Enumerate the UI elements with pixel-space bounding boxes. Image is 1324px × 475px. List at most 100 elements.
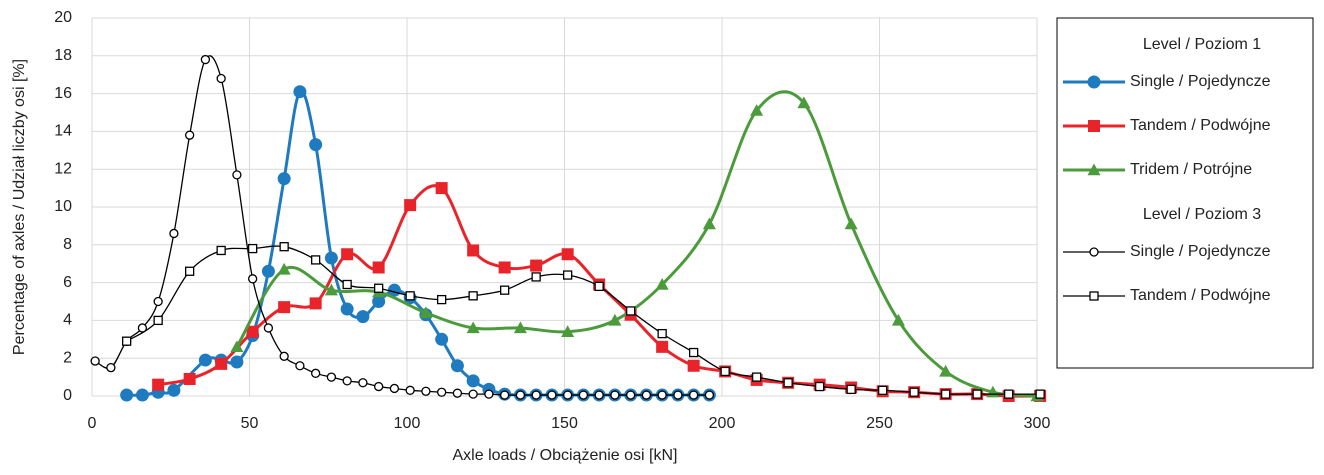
marker [152,378,165,391]
marker [279,351,289,361]
marker [657,328,667,339]
marker [135,388,149,402]
marker [230,355,244,369]
marker [641,390,652,400]
y-tick-label: 10 [54,198,72,215]
x-tick-label: 250 [866,415,893,432]
marker [909,387,919,397]
marker [498,261,511,274]
marker [230,340,244,353]
marker [941,389,951,399]
marker [263,323,274,333]
y-tick-label: 18 [54,47,72,64]
marker [421,386,431,396]
legend-marker [1087,75,1101,89]
marker [435,182,448,195]
marker [373,283,384,293]
legend-marker [1089,247,1099,257]
legend-label: Single / Pojedyncze [1130,243,1271,260]
marker [200,54,211,65]
marker [184,266,195,276]
legend-marker [1089,291,1099,301]
marker [373,381,384,392]
marker [153,296,163,307]
y-tick-label: 20 [54,9,72,26]
marker [309,297,322,310]
marker [563,270,573,280]
x-tick-label: 200 [709,415,736,432]
marker [656,340,669,353]
marker [563,390,573,400]
marker [891,313,905,326]
marker [450,359,464,373]
marker [261,264,275,278]
marker [106,362,116,373]
marker [167,383,181,397]
marker [499,285,510,295]
marker [783,378,793,388]
marker [310,255,321,265]
legend-label: Tridem / Potrójne [1130,161,1252,178]
legend-label: Single / Pojedyncze [1130,73,1271,90]
marker [467,244,480,257]
marker [247,243,258,254]
marker [169,228,179,239]
legend-title: Level / Poziom 3 [1143,206,1261,223]
x-tick-label: 50 [241,415,259,432]
marker [704,390,715,400]
marker [468,389,478,399]
y-tick-label: 8 [63,236,72,253]
marker [720,366,730,377]
marker [436,294,447,305]
marker [246,325,259,338]
y-tick-label: 16 [54,85,72,102]
y-tick-label: 2 [63,349,72,366]
marker [689,347,699,358]
marker [279,242,289,252]
marker [310,368,321,378]
marker [594,281,604,292]
marker [466,374,480,388]
marker [687,359,700,372]
marker [531,272,541,282]
x-tick-label: 150 [551,415,578,432]
marker [655,277,669,290]
marker [419,306,433,319]
marker [120,388,134,402]
marker [342,376,352,386]
marker [468,291,478,301]
marker [277,172,291,186]
marker [939,364,953,377]
marker [608,313,622,326]
marker [198,353,212,367]
marker [547,390,557,400]
marker [452,388,463,398]
marker [90,356,100,366]
marker [578,390,589,400]
marker [815,381,825,392]
y-axis-label: Percentage of axles / Udział liczby osi … [11,59,28,355]
marker [309,138,323,152]
marker [183,372,196,385]
marker [435,332,449,346]
marker [372,295,386,308]
marker [405,291,415,301]
marker [277,262,291,275]
marker [750,104,764,116]
y-tick-label: 6 [63,274,72,291]
legend-label: Tandem / Podwójne [1130,287,1271,304]
marker [404,199,417,212]
marker [561,248,574,261]
marker [326,372,337,382]
marker [153,315,163,326]
marker [216,73,226,84]
marker [513,321,527,334]
marker [278,301,291,314]
marker [752,372,762,382]
marker [356,310,370,324]
marker [626,306,636,316]
marker [293,85,307,99]
marker [515,390,526,400]
x-tick-label: 0 [88,415,97,432]
